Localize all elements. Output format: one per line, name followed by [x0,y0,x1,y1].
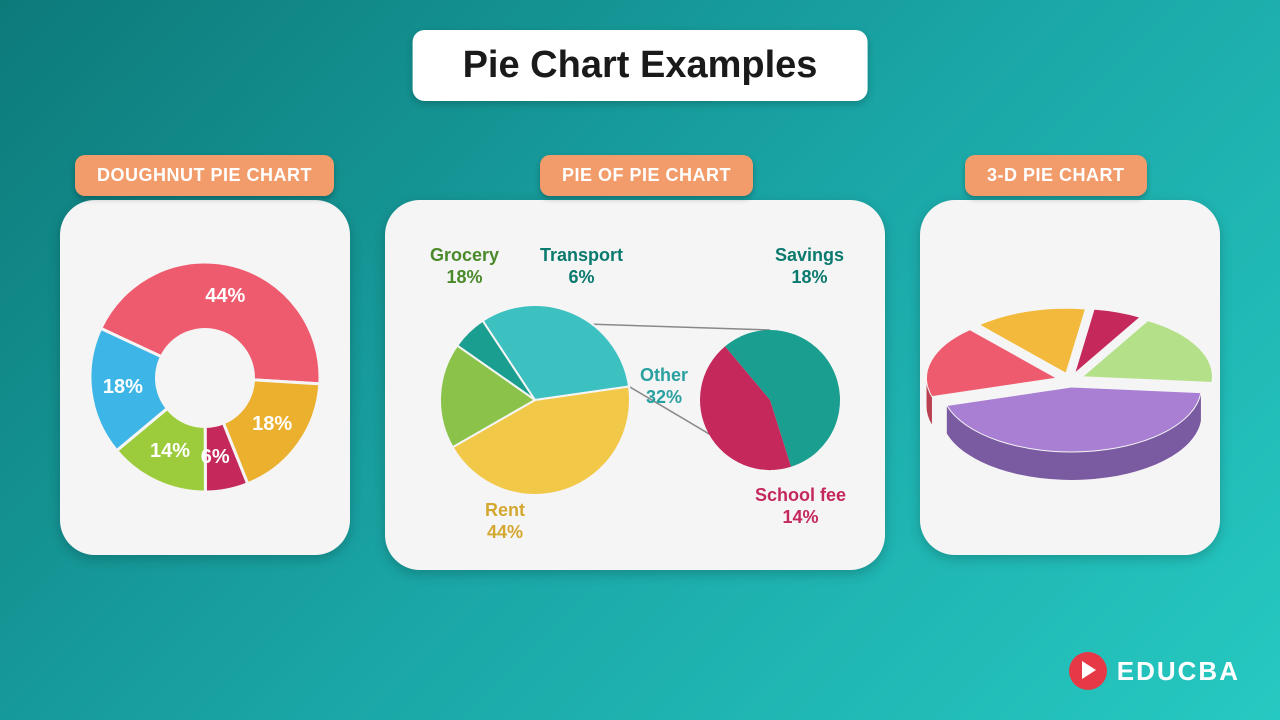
pie3d-chart [920,200,1220,555]
pie-slice-label: Other32% [640,365,688,408]
brand-logo: EDUCBA [1069,652,1240,690]
pie3d-label: 3-D PIE CHART [965,155,1147,196]
doughnut-pct-label: 18% [103,376,143,399]
pie3d-panel [920,200,1220,555]
doughnut-label: DOUGHNUT PIE CHART [75,155,334,196]
doughnut-pct-label: 6% [201,446,230,469]
pie-of-pie-label: PIE OF PIE CHART [540,155,753,196]
pie-slice-label: Transport6% [540,245,623,288]
doughnut-pct-label: 44% [205,285,245,308]
pie-slice-label: Rent44% [485,500,525,543]
doughnut-panel: 44% 18% 6% 14% 18% [60,200,350,555]
pie-slice-label: School fee14% [755,485,846,528]
pie-slice-label: Grocery18% [430,245,499,288]
pie-slice-label: Savings18% [775,245,844,288]
pie-of-pie-panel: Grocery18% Transport6% Other32% Rent44% Savi… [385,200,885,570]
brand-text: EDUCBA [1117,656,1240,687]
page-title: Pie Chart Examples [413,30,868,101]
doughnut-pct-label: 18% [252,413,292,436]
doughnut-hole [155,328,255,428]
brand-icon [1069,652,1107,690]
doughnut-pct-label: 14% [150,440,190,463]
